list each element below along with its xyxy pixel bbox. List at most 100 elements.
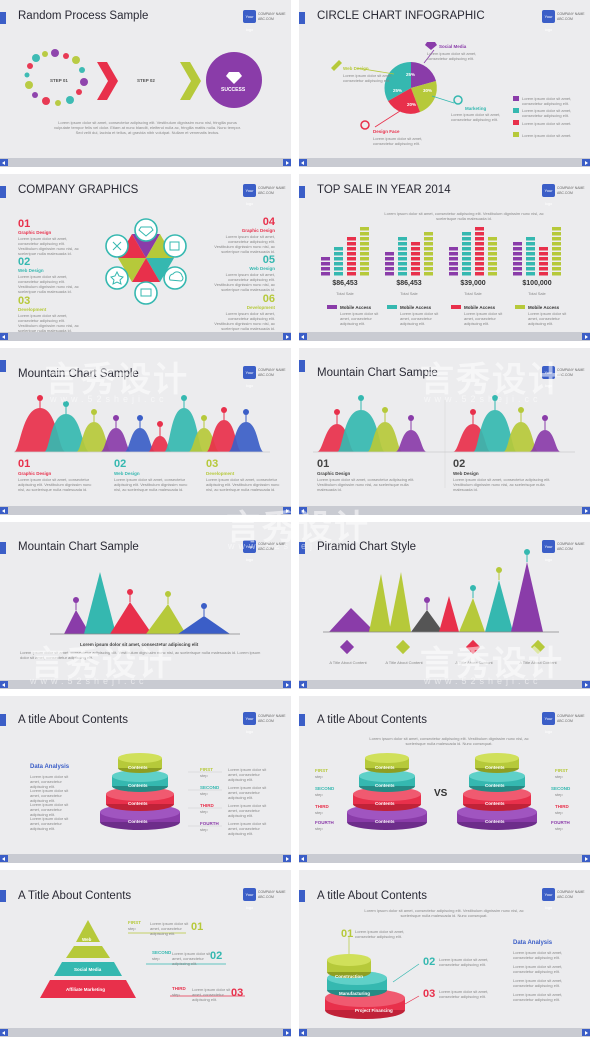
title-accent-bar — [299, 714, 305, 726]
prev-arrow-icon[interactable] — [0, 855, 8, 862]
bar-segment — [475, 252, 484, 256]
prev-arrow-icon[interactable] — [299, 159, 307, 166]
item-03-title: Development — [18, 307, 47, 312]
step-first: FIRST — [200, 767, 213, 772]
layered-pyramid — [40, 920, 245, 998]
slide-stacked-cylinders: A title About Contents Your logo COMPANY … — [0, 696, 291, 863]
item-03-number: 03 — [206, 458, 219, 470]
bar-segment — [539, 267, 548, 271]
prev-arrow-icon[interactable] — [0, 159, 8, 166]
bar-segment — [334, 257, 343, 261]
right-contents-2: Contents — [485, 783, 505, 788]
title-accent-bar — [299, 890, 305, 902]
text-web: Lorem ipsum dolor sit amet, consectetur … — [343, 73, 393, 83]
slide-top-sale: TOP SALE IN YEAR 2014 Your logo COMPANY N… — [299, 174, 590, 341]
bar-segment — [411, 257, 420, 261]
bar-segment — [488, 272, 497, 276]
intro-text: Lorem ipsum dolor sit amet, consectetur … — [384, 211, 544, 221]
watermark-url: www.52sheji.cc — [228, 541, 346, 551]
step-second: SECOND — [200, 785, 220, 790]
prev-arrow-icon[interactable] — [299, 1029, 307, 1036]
company-logo: Your logo COMPANY NAME ABC.COM — [243, 712, 286, 734]
slide-title: A Title About Contents — [18, 890, 132, 902]
next-arrow-icon[interactable] — [582, 1029, 590, 1036]
step-first-number: 01 — [191, 921, 204, 933]
slide-title: TOP SALE IN YEAR 2014 — [317, 184, 451, 196]
bar-segment — [488, 257, 497, 261]
item-03-title: Development — [206, 471, 235, 476]
mountain-chart — [313, 395, 575, 488]
next-arrow-icon[interactable] — [283, 855, 291, 862]
bar-segment — [347, 237, 356, 241]
next-arrow-icon[interactable] — [283, 681, 291, 688]
bar-segment — [539, 247, 548, 251]
title-accent-bar — [0, 186, 6, 198]
caption: Lorem ipsum dolor sit amet, consectetur … — [80, 642, 199, 647]
legend-2: Mobile Access — [400, 305, 432, 310]
bar-segment — [334, 267, 343, 271]
prev-arrow-icon[interactable] — [299, 507, 307, 514]
next-arrow-icon[interactable] — [283, 507, 291, 514]
item-01-number: 01 — [317, 458, 330, 470]
legend-1: Lorem ipsum dolor sit amet, consectetur … — [522, 96, 572, 106]
bar-segment — [360, 272, 369, 276]
next-arrow-icon[interactable] — [582, 507, 590, 514]
prev-arrow-icon[interactable] — [0, 1029, 8, 1036]
company-logo: Your logo COMPANY NAME ABC.COM — [542, 184, 585, 206]
bar-segment — [475, 272, 484, 276]
right-step-first: FIRST — [555, 768, 568, 773]
bar-segment — [475, 227, 484, 231]
left-step-third-sub: step — [315, 810, 323, 815]
slide-footer — [0, 680, 291, 689]
bar-segment — [411, 267, 420, 271]
bar-segment — [449, 252, 458, 256]
next-arrow-icon[interactable] — [582, 333, 590, 340]
bar-segment — [424, 257, 433, 261]
legend-swatch-red — [451, 305, 461, 309]
left-step-second-sub: step — [315, 792, 323, 797]
prev-arrow-icon[interactable] — [0, 333, 8, 340]
item-01-title: Graphic Design — [317, 471, 351, 476]
bar-segment — [385, 257, 394, 261]
bar-segment — [475, 267, 484, 271]
bar-segment — [513, 242, 522, 246]
step-third: THIRD — [172, 986, 186, 991]
layer-text-03: Lorem ipsum dolor sit amet, consectetur … — [439, 989, 489, 999]
cylinder-stacks — [347, 753, 537, 830]
bar-segment — [398, 252, 407, 256]
prev-arrow-icon[interactable] — [0, 507, 8, 514]
next-arrow-icon[interactable] — [283, 333, 291, 340]
legend-3: Mobile Access — [464, 305, 496, 310]
next-arrow-icon[interactable] — [582, 855, 590, 862]
right-contents-3: Contents — [485, 801, 505, 806]
bar-segment — [424, 247, 433, 251]
item-05-number: 05 — [262, 254, 275, 266]
slide-footer — [0, 854, 291, 863]
bar-segment — [462, 242, 471, 246]
next-arrow-icon[interactable] — [283, 1029, 291, 1036]
intro-text: Lorem ipsum dolor sit amet, consectetur … — [364, 908, 524, 918]
prev-arrow-icon[interactable] — [299, 855, 307, 862]
slide-title: Random Process Sample — [18, 10, 149, 22]
bar-segment — [513, 262, 522, 266]
bar-segment — [526, 247, 535, 251]
check-2: Lorem ipsum dolor sit amet, consectetur … — [513, 964, 563, 974]
prev-arrow-icon[interactable] — [299, 681, 307, 688]
next-arrow-icon[interactable] — [283, 159, 291, 166]
next-arrow-icon[interactable] — [582, 159, 590, 166]
item-01-number: 01 — [18, 218, 31, 230]
bar-segment — [539, 272, 548, 276]
body-text: Lorem ipsum dolor sit amet, consectetur … — [54, 120, 241, 135]
next-arrow-icon[interactable] — [582, 681, 590, 688]
bar-segment — [347, 267, 356, 271]
bar-segment — [475, 232, 484, 236]
prev-arrow-icon[interactable] — [0, 681, 8, 688]
bar-segment — [385, 267, 394, 271]
triangle-chart — [50, 572, 240, 635]
company-logo: Your logo COMPANY NAME ABC.COM — [243, 10, 286, 32]
item-3-title: A Title About Content — [455, 660, 493, 665]
prev-arrow-icon[interactable] — [299, 333, 307, 340]
data-analysis-heading: Data Analysis — [513, 940, 553, 946]
bar-segment — [513, 267, 522, 271]
left-step-fourth: FOURTH — [315, 820, 334, 825]
